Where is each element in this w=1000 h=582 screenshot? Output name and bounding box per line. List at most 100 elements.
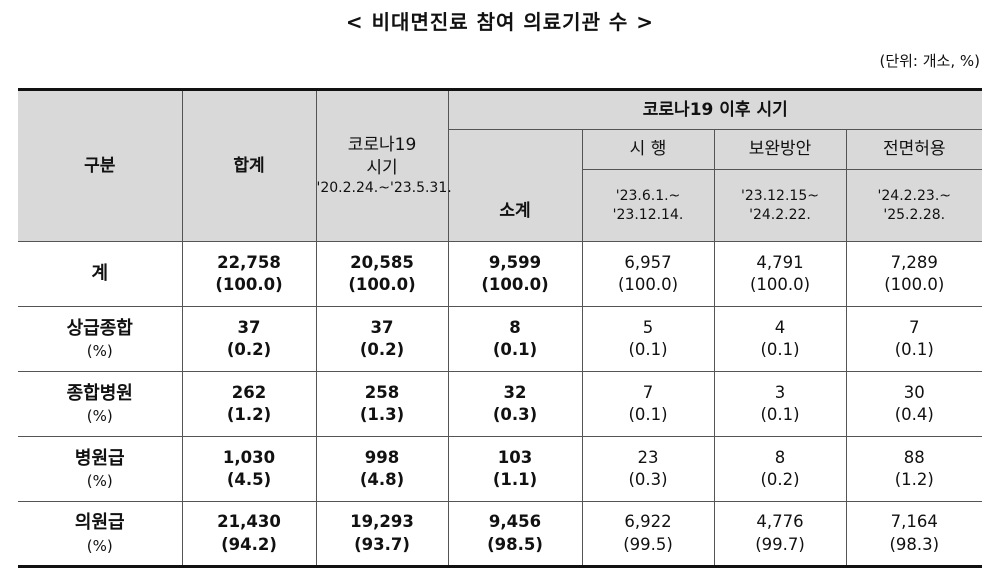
data-cell: 9,456 (98.5) (447, 501, 583, 567)
cell-value: 103 (497, 447, 533, 467)
cell-percent: (0.1) (628, 340, 668, 359)
full-dates-1: '24.2.23.~ (877, 187, 951, 204)
cell-value: 8 (509, 317, 521, 337)
cell-percent: (100.0) (749, 275, 811, 294)
data-cell: 20,585 (100.0) (315, 241, 449, 307)
cell-percent: (100.0) (884, 275, 945, 294)
data-cell: 8 (0.2) (713, 436, 847, 502)
table-row: 종합병원 (%) 262 (1.2) 258 (1.3) 32 (0.3) 7 (0.1) 3 (0.… (18, 371, 983, 437)
data-cell: 32 (0.3) (447, 371, 583, 437)
cell-percent: (0.1) (760, 340, 800, 359)
data-cell: 7 (0.1) (845, 306, 983, 372)
header-covid-line1: 코로나19 (347, 134, 417, 155)
cell-percent: (100.0) (348, 275, 416, 294)
data-cell: 37 (0.2) (315, 306, 449, 372)
row-label-cell: 의원급 (%) (18, 501, 183, 567)
row-label: 종합병원 (66, 382, 133, 404)
page-title: < 비대면진료 참여 의료기관 수 > (345, 10, 655, 34)
cell-percent: (0.1) (760, 405, 800, 424)
data-cell: 30 (0.4) (845, 371, 983, 437)
cell-percent: (100.0) (481, 275, 549, 294)
data-cell: 5 (0.1) (581, 306, 715, 372)
row-pct-label: (%) (86, 472, 113, 491)
row-pct-label: (%) (86, 536, 113, 555)
cell-percent: (100.0) (215, 275, 283, 294)
cell-value: 8 (774, 447, 786, 467)
data-cell: 6,922 (99.5) (581, 501, 715, 567)
pilot-dates-2: '23.12.14. (612, 206, 684, 223)
cell-value: 998 (364, 447, 400, 467)
cell-value: 3 (774, 382, 786, 402)
cell-value: 7 (642, 382, 654, 402)
header-covid-period: 코로나19 시기 '20.2.24.~'23.5.31. (315, 89, 452, 242)
cell-value: 5 (642, 317, 654, 337)
data-cell: 9,599 (100.0) (447, 241, 583, 307)
cell-value: 4,791 (756, 252, 804, 272)
row-label-cell: 종합병원 (%) (18, 371, 183, 437)
data-cell: 8 (0.1) (447, 306, 583, 372)
data-cell: 7,289 (100.0) (845, 241, 983, 307)
row-label-cell: 계 (18, 241, 183, 307)
cell-percent: (4.5) (226, 470, 272, 489)
cell-value: 6,957 (624, 252, 672, 272)
cell-percent: (94.2) (221, 534, 277, 554)
cell-percent: (100.0) (617, 275, 679, 294)
cell-value: 1,030 (222, 447, 276, 467)
row-label: 상급종합 (66, 317, 133, 339)
cell-percent: (1.2) (226, 405, 272, 424)
cell-value: 88 (903, 447, 925, 467)
cell-value: 258 (364, 382, 400, 402)
data-cell: 37 (0.2) (181, 306, 317, 372)
data-cell: 4 (0.1) (713, 306, 847, 372)
cell-percent: (0.1) (628, 405, 668, 424)
header-category: 구분 (18, 89, 183, 242)
data-cell: 4,776 (99.7) (713, 501, 847, 567)
cell-value: 23 (637, 447, 659, 467)
data-cell: 19,293 (93.7) (315, 501, 449, 567)
cell-value: 4 (774, 317, 786, 337)
cell-value: 262 (231, 382, 267, 402)
cell-percent: (4.8) (359, 470, 405, 489)
header-post-covid: 코로나19 이후 시기 (447, 89, 983, 130)
data-cell: 262 (1.2) (181, 371, 317, 437)
cell-value: 37 (370, 317, 394, 337)
cell-value: 4,776 (756, 512, 804, 532)
table-row: 계 22,758 (100.0) 20,585 (100.0) 9,599 (100.0) 6… (18, 241, 983, 307)
cell-value: 19,293 (350, 512, 414, 532)
cell-percent: (0.2) (760, 470, 800, 489)
cell-percent: (99.7) (755, 534, 805, 554)
data-cell: 23 (0.3) (581, 436, 715, 502)
cell-value: 30 (903, 382, 925, 402)
cell-percent: (93.7) (354, 534, 410, 554)
row-pct-label: (%) (86, 342, 113, 361)
cell-percent: (0.4) (894, 405, 934, 424)
cell-value: 6,922 (624, 512, 672, 532)
cell-percent: (0.2) (359, 340, 405, 359)
unit-note: (단위: 개소, %) (879, 52, 980, 70)
data-cell: 998 (4.8) (315, 436, 449, 502)
data-cell: 258 (1.3) (315, 371, 449, 437)
cell-percent: (98.3) (889, 534, 940, 554)
cell-percent: (0.1) (894, 340, 934, 359)
cell-percent: (98.5) (487, 534, 543, 554)
cell-percent: (1.1) (492, 470, 538, 489)
cell-value: 9,599 (488, 252, 542, 272)
cell-value: 7 (909, 317, 920, 337)
table-row: 병원급 (%) 1,030 (4.5) 998 (4.8) 103 (1.1) 23 (0.3) 8… (18, 436, 983, 502)
cell-percent: (0.3) (492, 405, 538, 424)
row-label: 의원급 (74, 512, 125, 534)
cell-percent: (1.2) (894, 470, 934, 489)
supplement-dates-1: '23.12.15~ (741, 187, 819, 204)
pilot-dates-1: '23.6.1.~ (615, 187, 681, 204)
data-cell: 7 (0.1) (581, 371, 715, 437)
cell-value: 22,758 (217, 252, 281, 272)
header-covid-dates: '20.2.24.~'23.5.31. (316, 180, 452, 197)
row-label: 계 (91, 262, 109, 284)
data-cell: 1,030 (4.5) (181, 436, 317, 502)
data-cell: 21,430 (94.2) (181, 501, 317, 567)
full-dates-2: '25.2.28. (883, 206, 946, 223)
supplement-dates-2: '24.2.22. (749, 206, 811, 223)
header-subtotal: 소계 (448, 129, 583, 242)
data-cell: 4,791 (100.0) (713, 241, 847, 307)
row-pct-label: (%) (86, 407, 113, 426)
